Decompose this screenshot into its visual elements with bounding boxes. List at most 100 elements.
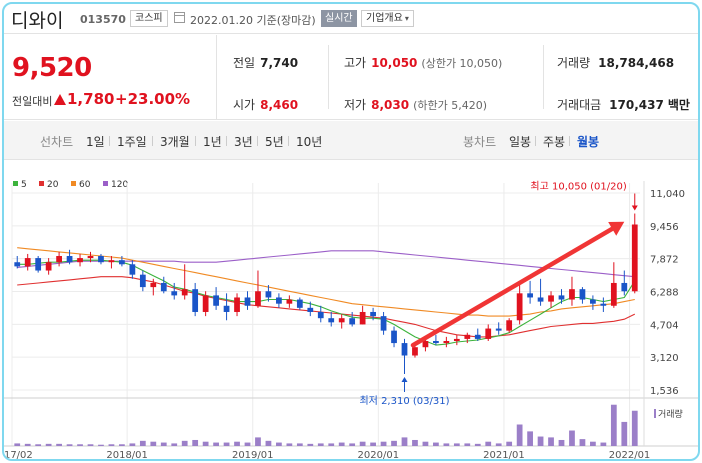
candle-body: [516, 293, 523, 321]
volume-bar: [359, 441, 366, 446]
volume-bar: [160, 442, 167, 446]
y-tick-label: 1,536: [650, 386, 679, 397]
candle-body: [380, 316, 387, 331]
stat-high: 고가 10,050 (상한가 10,050): [344, 54, 502, 71]
divider: [328, 45, 329, 109]
legend-label: 5: [21, 180, 27, 190]
candle-body: [579, 289, 586, 300]
volume-bar: [537, 436, 544, 446]
candle-body: [610, 282, 617, 306]
candle-body: [296, 299, 303, 308]
divider: [226, 136, 227, 146]
candle-body: [276, 297, 282, 304]
candle-body: [631, 224, 638, 292]
realtime-button[interactable]: 실시간: [321, 10, 357, 27]
stat-value: 10,050: [371, 56, 418, 70]
candle-body: [464, 334, 471, 339]
candle-body: [433, 340, 439, 344]
volume-bar: [244, 442, 251, 446]
candle-monthly[interactable]: 월봉: [577, 135, 600, 149]
volume-bar: [412, 439, 418, 446]
volume-bar: [108, 444, 115, 446]
volume-bar: [506, 441, 513, 446]
legend-label: 120: [111, 180, 128, 190]
price-stats: 전일 7,740 시가 8,460 고가 10,050 (상한가 10,050) 저가 8…: [217, 35, 698, 120]
stat-amount: 거래대금 170,437 백만: [557, 96, 690, 113]
y-tick-label: 4,704: [650, 320, 679, 331]
volume-bar: [548, 437, 554, 446]
volume-bar: [129, 443, 136, 446]
stat-label: 거래대금: [557, 98, 602, 112]
volume-bar: [433, 442, 439, 446]
candle-body: [56, 256, 62, 263]
period-10y[interactable]: 10년: [296, 135, 323, 149]
divider: [569, 136, 570, 146]
calendar-icon: [174, 12, 185, 23]
candle-body: [495, 328, 502, 331]
divider: [257, 136, 258, 146]
max-arrow-icon: [631, 205, 638, 211]
volume-bar: [98, 444, 104, 446]
volume-bar: [276, 442, 282, 446]
y-tick-label: 6,288: [650, 288, 679, 299]
volume-label: 거래량: [658, 408, 683, 420]
candle-body: [621, 282, 628, 292]
candle-body: [537, 297, 544, 302]
stat-open: 시가 8,460: [233, 96, 298, 113]
x-tick-label: 2019/01: [232, 450, 274, 461]
candle-body: [139, 274, 146, 288]
volume-bar: [485, 441, 492, 446]
period-1w[interactable]: 1주일: [117, 135, 147, 149]
volume-bars: [14, 404, 638, 446]
period-5y[interactable]: 5년: [265, 135, 284, 149]
period-3y[interactable]: 3년: [234, 135, 253, 149]
volume-bar: [610, 404, 617, 446]
stock-header: 디와이 013570 코스피 2022.01.20 기준(장마감) 실시간 기업…: [4, 4, 698, 34]
candle-body: [422, 340, 429, 348]
period-1y[interactable]: 1년: [203, 135, 222, 149]
candle-body: [87, 256, 94, 259]
stat-unit: 백만: [667, 98, 690, 112]
period-3m[interactable]: 3개월: [160, 135, 190, 149]
stat-volume: 거래량 18,784,468: [557, 54, 674, 71]
y-tick-label: 9,456: [650, 222, 679, 233]
volume-bar: [380, 441, 387, 446]
volume-legend-swatch: [654, 409, 656, 418]
divider: [109, 136, 110, 146]
candle-body: [474, 334, 481, 339]
volume-bar: [349, 443, 356, 446]
volume-bar: [286, 443, 293, 446]
company-info-button[interactable]: 기업개요 ▾: [361, 10, 414, 27]
stock-name[interactable]: 디와이: [11, 10, 64, 32]
candle-body: [108, 260, 115, 263]
stock-chart[interactable]: 5 20 60 120 최고 10,050 (01/20) 최저 2,310 (03/3…: [4, 161, 700, 461]
candle-body: [569, 289, 575, 300]
candle-daily[interactable]: 일봉: [509, 135, 532, 149]
stat-low: 저가 8,030 (하한가 5,420): [344, 96, 487, 113]
chart-legend: 5 20 60 120: [13, 180, 128, 190]
volume-bar: [516, 424, 523, 446]
candle-body: [506, 320, 513, 331]
divider: [195, 136, 196, 146]
divider: [543, 45, 544, 109]
candle-body: [391, 330, 397, 344]
period-1d[interactable]: 1일: [86, 135, 105, 149]
x-tick-label: 2022/01: [609, 450, 651, 461]
change-value: 1,780: [67, 90, 115, 108]
candle-weekly[interactable]: 주봉: [543, 135, 566, 149]
legend-swatch: [39, 181, 44, 186]
y-tick-label: 3,120: [650, 353, 679, 364]
chevron-down-icon: ▾: [404, 14, 409, 23]
volume-bar: [422, 441, 429, 446]
volume-bar: [213, 442, 219, 446]
stat-label: 전일: [233, 56, 256, 70]
min-arrow-icon: [401, 376, 408, 382]
candle-body: [359, 311, 366, 325]
candle-body: [401, 343, 408, 356]
candle-body: [77, 258, 83, 263]
volume-bar: [600, 442, 607, 446]
stock-code: 013570: [80, 13, 126, 26]
annotations: 최고 10,050 (01/20) 최저 2,310 (03/31): [359, 181, 638, 407]
legend-swatch: [103, 181, 108, 186]
stat-label: 고가: [344, 56, 367, 70]
